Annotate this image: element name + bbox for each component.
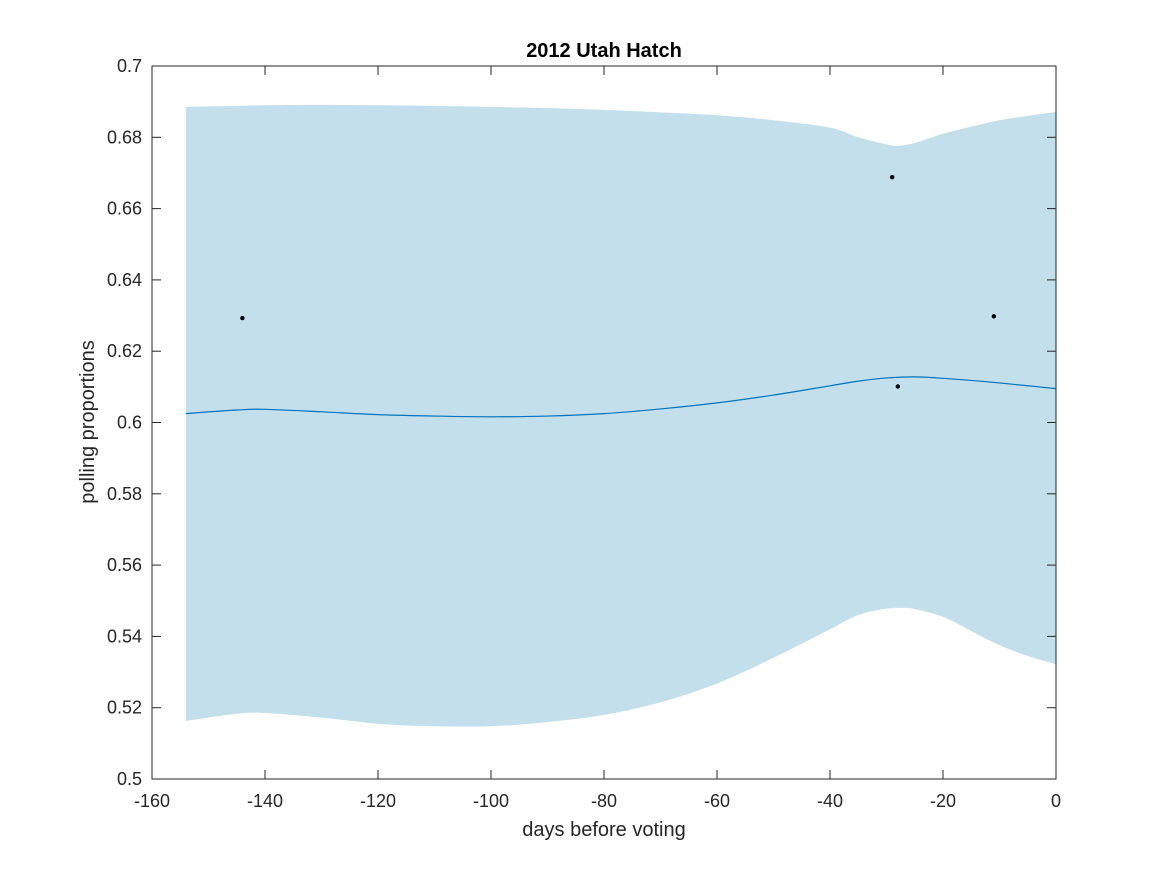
y-tick-label: 0.62 (107, 341, 142, 361)
poll-points-layer (240, 175, 997, 389)
mean-line (185, 376, 1057, 418)
confidence-band-layer (185, 104, 1056, 727)
x-tick-label: 0 (1051, 791, 1061, 811)
y-tick-label: 0.58 (107, 484, 142, 504)
x-tick-label: -80 (591, 791, 617, 811)
x-axis-label: days before voting (522, 819, 685, 841)
x-tick-label: -20 (930, 791, 956, 811)
y-axis-label: polling proportions (77, 340, 99, 503)
x-tick-label: -140 (247, 791, 283, 811)
x-tick-label: -120 (360, 791, 396, 811)
x-tick-label: -40 (817, 791, 843, 811)
poll-point (991, 314, 997, 319)
y-tick-label: 0.52 (107, 698, 142, 718)
y-tick-label: 0.56 (107, 555, 142, 575)
x-tick-label: -160 (134, 791, 170, 811)
chart-title: 2012 Utah Hatch (526, 40, 682, 62)
y-tick-label: 0.54 (107, 626, 142, 646)
y-axis-ticks: 0.5 0.52 0.54 0.56 0.58 0.6 0.62 0.64 0.66 0.68 0.… (107, 56, 1056, 789)
y-tick-label: 0.7 (117, 56, 142, 76)
x-tick-label: -60 (704, 791, 730, 811)
mean-line-layer (185, 376, 1057, 418)
y-tick-label: 0.66 (107, 199, 142, 219)
y-tick-label: 0.6 (117, 413, 142, 433)
y-tick-label: 0.68 (107, 127, 142, 147)
confidence-band (185, 104, 1056, 727)
poll-point (240, 315, 245, 321)
y-tick-label: 0.64 (107, 270, 142, 290)
x-tick-label: -100 (473, 791, 509, 811)
x-axis-ticks: -160 -140 -120 -100 -80 -60 -40 -20 0 (134, 66, 1061, 811)
poll-point (895, 384, 900, 389)
poll-point (889, 175, 895, 180)
y-tick-label: 0.5 (117, 769, 142, 789)
